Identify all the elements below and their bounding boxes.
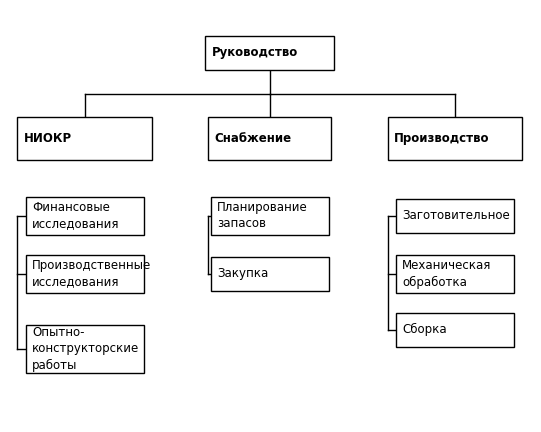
- Text: Планирование
запасов: Планирование запасов: [217, 201, 308, 231]
- Text: Производственные
исследования: Производственные исследования: [32, 260, 151, 289]
- FancyBboxPatch shape: [17, 117, 151, 160]
- FancyBboxPatch shape: [396, 199, 514, 233]
- Text: Снабжение: Снабжение: [214, 132, 292, 145]
- Text: Механическая
обработка: Механическая обработка: [402, 259, 492, 289]
- FancyBboxPatch shape: [208, 117, 332, 160]
- Text: Закупка: Закупка: [217, 267, 268, 280]
- Text: Опытно-
конструкторские
работы: Опытно- конструкторские работы: [32, 327, 139, 372]
- FancyBboxPatch shape: [396, 254, 514, 293]
- Text: Сборка: Сборка: [402, 323, 447, 336]
- FancyBboxPatch shape: [210, 257, 329, 291]
- Text: НИОКР: НИОКР: [24, 132, 72, 145]
- Text: Производство: Производство: [394, 132, 490, 145]
- FancyBboxPatch shape: [396, 313, 514, 347]
- Text: Финансовые
исследования: Финансовые исследования: [32, 201, 120, 231]
- FancyBboxPatch shape: [25, 325, 143, 373]
- Text: Заготовительное: Заготовительное: [402, 210, 510, 222]
- FancyBboxPatch shape: [388, 117, 522, 160]
- Text: Руководство: Руководство: [212, 46, 298, 59]
- FancyBboxPatch shape: [25, 254, 143, 293]
- FancyBboxPatch shape: [210, 197, 329, 235]
- FancyBboxPatch shape: [25, 197, 143, 235]
- FancyBboxPatch shape: [205, 36, 334, 70]
